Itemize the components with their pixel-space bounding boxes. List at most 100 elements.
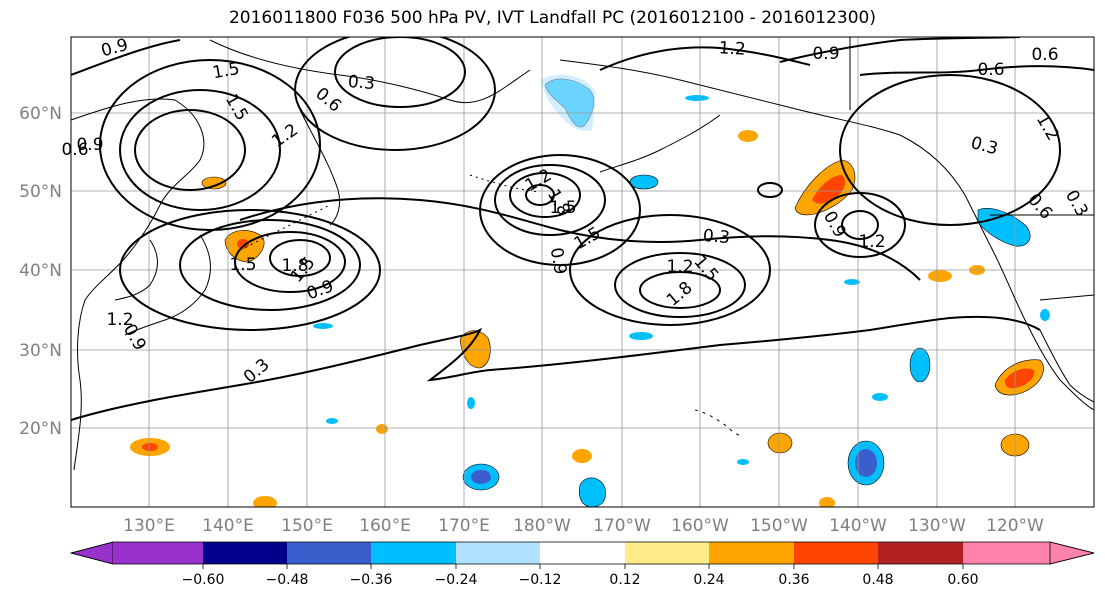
colorbar-segment: [709, 542, 794, 564]
contour-vortex-ne-1: [839, 74, 1061, 226]
longitude-label: 160°E: [359, 516, 411, 536]
contour-label: 1.8: [281, 256, 308, 276]
coastline-kamchatka: [299, 109, 341, 226]
shade-blue-trop-1: [909, 347, 931, 383]
longitude-label: 150°W: [750, 516, 808, 536]
shade-orange-tropics-1: [767, 432, 793, 454]
colorbar-segment: [203, 542, 287, 564]
shade-orange-central: [459, 330, 491, 369]
coastline-korea: [114, 239, 158, 301]
shade-blue-trop-4: [579, 477, 606, 507]
colorbar: −0.60 −0.48 −0.36 −0.24 −0.12 0.12 0.24 0.36 0.4…: [69, 541, 1095, 588]
contour-vortex-north: [334, 37, 466, 108]
colorbar-segment: [963, 542, 1050, 564]
contour-vortex-dateline-3: [494, 164, 606, 236]
shade-blue-small-e: [844, 279, 860, 285]
shade-royal-trop-3: [471, 470, 491, 484]
colorbar-tick-label: 0.24: [693, 572, 724, 588]
latitude-label: 30°N: [19, 341, 62, 361]
longitude-labels: 130°E 140°E 150°E 160°E 170°E 180°W 170°W 160°W…: [123, 516, 1044, 536]
coastline-north-america: [964, 194, 1094, 411]
contour-vortex-japan-1: [269, 239, 331, 277]
border-us-mexico: [1039, 294, 1094, 301]
contour-label: 1.5: [549, 198, 576, 218]
contour-vortex-central-2: [614, 252, 746, 318]
contour-vortex-gulf-1: [757, 182, 783, 198]
coastlines: [71, 37, 1094, 471]
contour-label: 0.3: [347, 72, 376, 94]
contour-label: 1.2: [666, 257, 693, 277]
colorbar-tick-label: 0.36: [778, 572, 809, 588]
coastline-asia: [71, 98, 205, 471]
contour-label: 1.5: [229, 255, 256, 275]
longitude-label: 180°W: [513, 516, 571, 536]
contour-label: 1.2: [106, 310, 133, 330]
shade-orange-bottom-2: [819, 497, 835, 507]
coastline-alaska-peninsula: [599, 114, 721, 173]
colorbar-tick-label: −0.12: [519, 572, 562, 588]
contour-label: 0.6: [1031, 45, 1058, 65]
contour-vortex-west-1: [134, 109, 246, 191]
colorbar-tick-label: 0.48: [862, 572, 893, 588]
colorbar-segment: [456, 542, 540, 564]
colorbar-segment: [625, 542, 709, 564]
longitude-label: 140°E: [202, 516, 254, 536]
shade-blue-small1: [685, 95, 709, 101]
contour-vortex-japan-4: [119, 209, 381, 331]
colorbar-segment: [540, 542, 625, 564]
contour-label: 0.3: [702, 226, 731, 248]
colorbar-tick-label: −0.60: [182, 572, 225, 588]
shade-lightblue-bering: [540, 74, 596, 131]
shade-blue-pnw: [977, 208, 1031, 247]
shade-blue-small-c: [872, 393, 888, 401]
contour-vortex-central-1: [639, 271, 721, 309]
shade-blue-small-d: [737, 459, 749, 465]
shade-blue-small2: [629, 174, 659, 190]
contour-vortex-gulf-2: [841, 210, 879, 240]
shade-blue-trop-5: [1040, 309, 1050, 321]
contour-label: 0.9: [546, 246, 570, 276]
longitude-label: 170°W: [593, 516, 651, 536]
contour-0.9-ne: [779, 37, 1021, 63]
coastline-siberia: [209, 39, 531, 104]
coastline-japan: [124, 234, 211, 336]
contour-0.3-subtropical: [71, 315, 1041, 421]
contour-vortex-japan-3: [179, 219, 361, 311]
contour-labels: 0.91.5 0.30.61.21.51.20.90.60.31.21.51.81…: [61, 35, 1091, 388]
longitude-label: 150°E: [281, 516, 333, 536]
latitude-label: 40°N: [19, 261, 62, 281]
gridlines: [71, 37, 1094, 507]
contour-vortex-dateline-1: [525, 184, 555, 206]
longitude-label: 140°W: [829, 516, 887, 536]
colorbar-segment: [878, 542, 963, 564]
shade-orange-asia: [201, 176, 227, 190]
shade-blue-small-f: [467, 397, 475, 409]
contour-vortex-dateline-2: [509, 172, 581, 218]
colorbar-tick-label: 0.12: [609, 572, 640, 588]
contour-vortex-dateline-4: [479, 154, 641, 266]
longitude-label: 120°W: [986, 516, 1044, 536]
contour-label: 0.9: [812, 44, 839, 64]
colorbar-outline: [70, 541, 1095, 565]
contour-vortex-west-2: [119, 89, 281, 211]
contour-vortex-west-3: [99, 59, 321, 231]
colorbar-extension-high: [1049, 541, 1095, 565]
coastline-mexico: [1039, 329, 1094, 403]
contour-label: 1.2: [718, 38, 746, 59]
colorbar-tick-label: −0.36: [350, 572, 393, 588]
coastline-hawaii: [694, 409, 741, 437]
shade-orange-tropics-3: [572, 449, 592, 463]
map-frame: [70, 36, 1095, 508]
shade-red-subtrop-east: [1004, 368, 1035, 389]
contour-label: 1.5: [211, 59, 241, 83]
shade-yellow-alaska: [738, 130, 758, 142]
shade-royal-trop-2: [855, 449, 877, 477]
longitude-label: 130°W: [908, 516, 966, 536]
shade-blue-small-g: [326, 418, 338, 424]
shade-orange-small-a: [928, 270, 952, 282]
longitude-label: 130°E: [123, 516, 175, 536]
colorbar-segment: [113, 542, 203, 564]
colorbar-tick-label: −0.48: [266, 572, 309, 588]
colorbar-segment: [287, 542, 371, 564]
